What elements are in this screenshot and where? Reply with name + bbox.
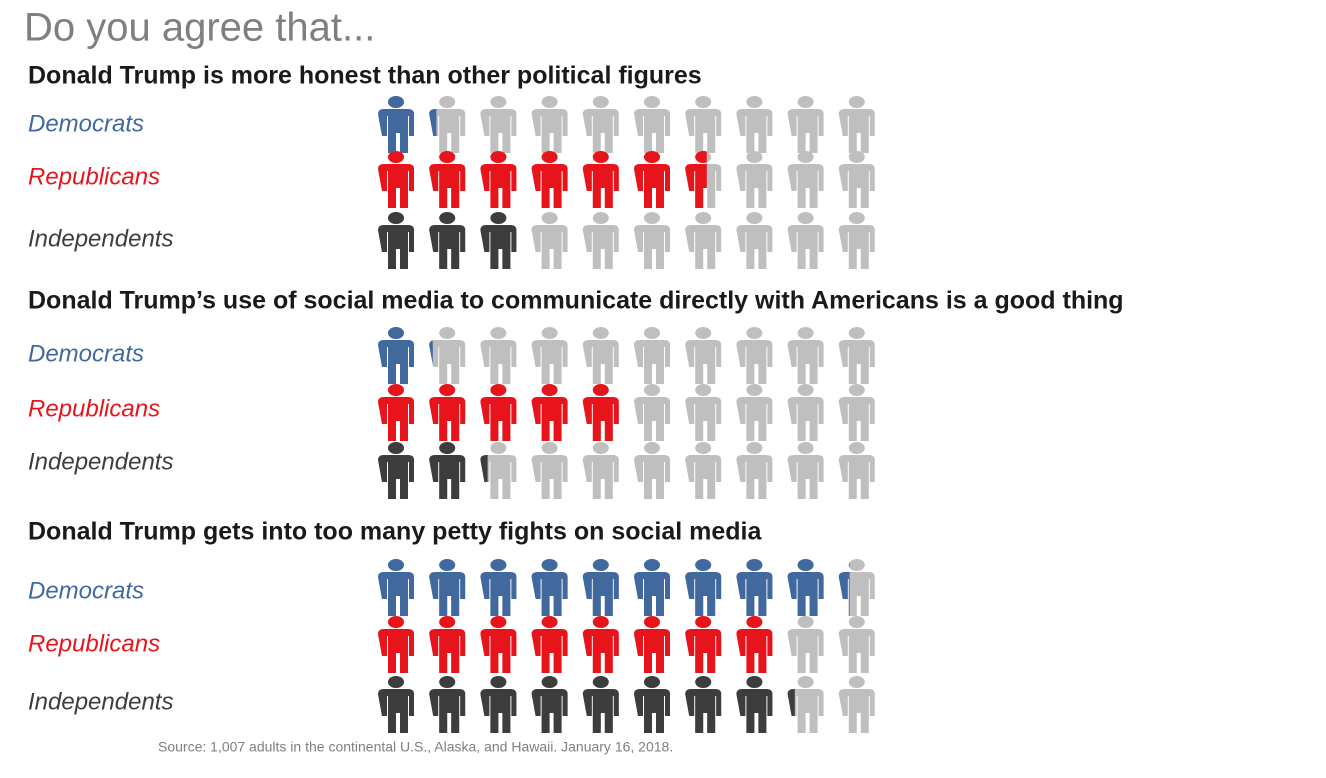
row-label: Republicans xyxy=(28,395,160,422)
filled-icons xyxy=(378,327,433,384)
filled-icons xyxy=(378,616,788,673)
filled-icons xyxy=(378,212,532,269)
filled-icons xyxy=(378,559,850,616)
chart-title: Donald Trump gets into too many petty fi… xyxy=(28,518,762,546)
filled-icons xyxy=(378,96,437,153)
filled-icons xyxy=(378,151,707,208)
chart-title: Donald Trump is more honest than other p… xyxy=(28,62,702,90)
filled-icons xyxy=(378,384,634,441)
filled-icons xyxy=(378,442,488,499)
row-label: Republicans xyxy=(28,163,160,190)
row-label: Independents xyxy=(28,448,173,475)
row-label: Independents xyxy=(28,225,173,252)
empty-icons xyxy=(378,96,875,153)
filled-icons xyxy=(378,676,795,733)
row-label: Democrats xyxy=(28,577,144,604)
row-label: Democrats xyxy=(28,340,144,367)
source-note: Source: 1,007 adults in the continental … xyxy=(158,739,673,755)
empty-icons xyxy=(378,327,875,384)
main-title: Do you agree that... xyxy=(24,6,375,50)
row-label: Democrats xyxy=(28,110,144,137)
chart-title: Donald Trump’s use of social media to co… xyxy=(28,287,1124,315)
row-label: Republicans xyxy=(28,630,160,657)
empty-icons xyxy=(378,442,875,499)
row-label: Independents xyxy=(28,688,173,715)
